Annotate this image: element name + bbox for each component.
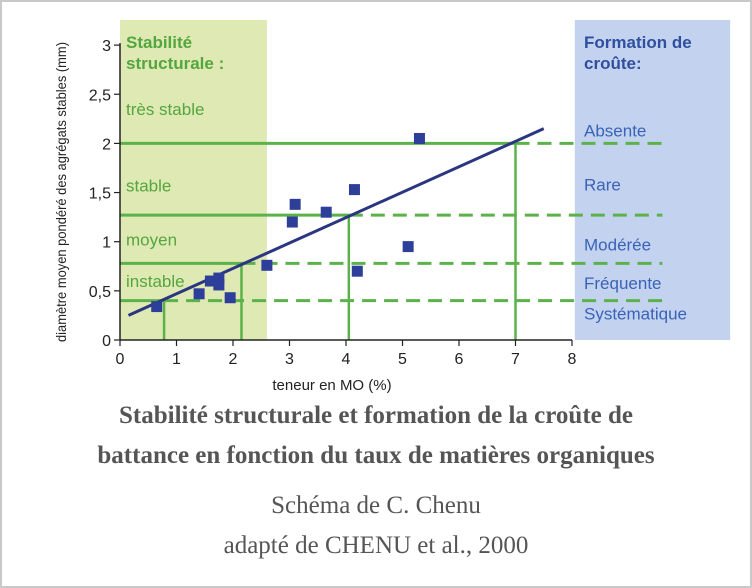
stability-label-2: moyen: [126, 231, 177, 250]
y-tick-label-0,5: 0,5: [89, 284, 111, 301]
x-tick-label-8: 8: [568, 351, 577, 368]
x-tick-label-3: 3: [285, 351, 294, 368]
stability-title-1: structurale :: [126, 54, 224, 73]
data-point-10: [348, 184, 360, 196]
crust-zone: [574, 20, 731, 340]
caption-author: Schéma de C. Chenu: [271, 492, 481, 519]
data-point-13: [413, 132, 425, 144]
data-point-3: [213, 272, 225, 284]
data-point-12: [402, 241, 414, 253]
y-axis-label: diamètre moyen pondéré des agrégats stab…: [53, 42, 69, 342]
stability-label-1: stable: [126, 177, 171, 196]
y-tick-label-3: 3: [102, 38, 111, 55]
y-tick-label-1,5: 1,5: [89, 186, 111, 203]
x-tick-label-5: 5: [398, 351, 407, 368]
caption-title-line-1: Stabilité structurale et formation de la…: [118, 402, 633, 429]
stability-title-0: Stabilité: [126, 33, 192, 52]
x-tick-label-1: 1: [172, 351, 181, 368]
data-point-8: [289, 198, 301, 210]
crust-label-2: Modérée: [584, 236, 651, 255]
data-point-7: [286, 216, 298, 228]
caption-source: adapté de CHENU et al., 2000: [223, 532, 529, 559]
stability-label-3: instable: [126, 272, 185, 291]
y-tick-label-2: 2: [102, 136, 111, 153]
data-point-6: [261, 259, 273, 271]
x-tick-label-6: 6: [455, 351, 464, 368]
data-point-4: [213, 279, 225, 291]
data-point-1: [193, 288, 205, 300]
crust-label-4: Systématique: [584, 304, 687, 323]
x-tick-label-4: 4: [342, 351, 351, 368]
stability-label-0: très stable: [126, 100, 204, 119]
x-axis-label: teneur en MO (%): [272, 377, 391, 394]
crust-title-1: croûte:: [584, 54, 642, 73]
trend-line: [127, 127, 545, 317]
crust-label-0: Absente: [584, 122, 646, 141]
scatter-chart: 0 1 2 3 4 5 6 7 8 0 0,5 1 1,5 2 2,5 3 teneur en MO (%) di…: [53, 20, 731, 394]
crust-label-3: Fréquente: [584, 274, 662, 293]
x-tick-label-2: 2: [229, 351, 238, 368]
data-point-2: [204, 275, 216, 287]
crust-title-0: Formation de: [584, 33, 692, 52]
caption-title-line-2: battance en fonction du taux de matières…: [97, 442, 655, 469]
y-tick-label-2,5: 2,5: [89, 87, 111, 104]
y-tick-label-0: 0: [102, 333, 111, 350]
data-point-9: [320, 206, 332, 218]
data-point-11: [351, 265, 363, 277]
data-point-5: [224, 292, 236, 304]
data-point-0: [151, 301, 163, 313]
crust-label-1: Rare: [584, 176, 621, 195]
y-tick-label-1: 1: [102, 235, 111, 252]
x-tick-label-7: 7: [511, 351, 520, 368]
x-tick-label-0: 0: [116, 351, 125, 368]
